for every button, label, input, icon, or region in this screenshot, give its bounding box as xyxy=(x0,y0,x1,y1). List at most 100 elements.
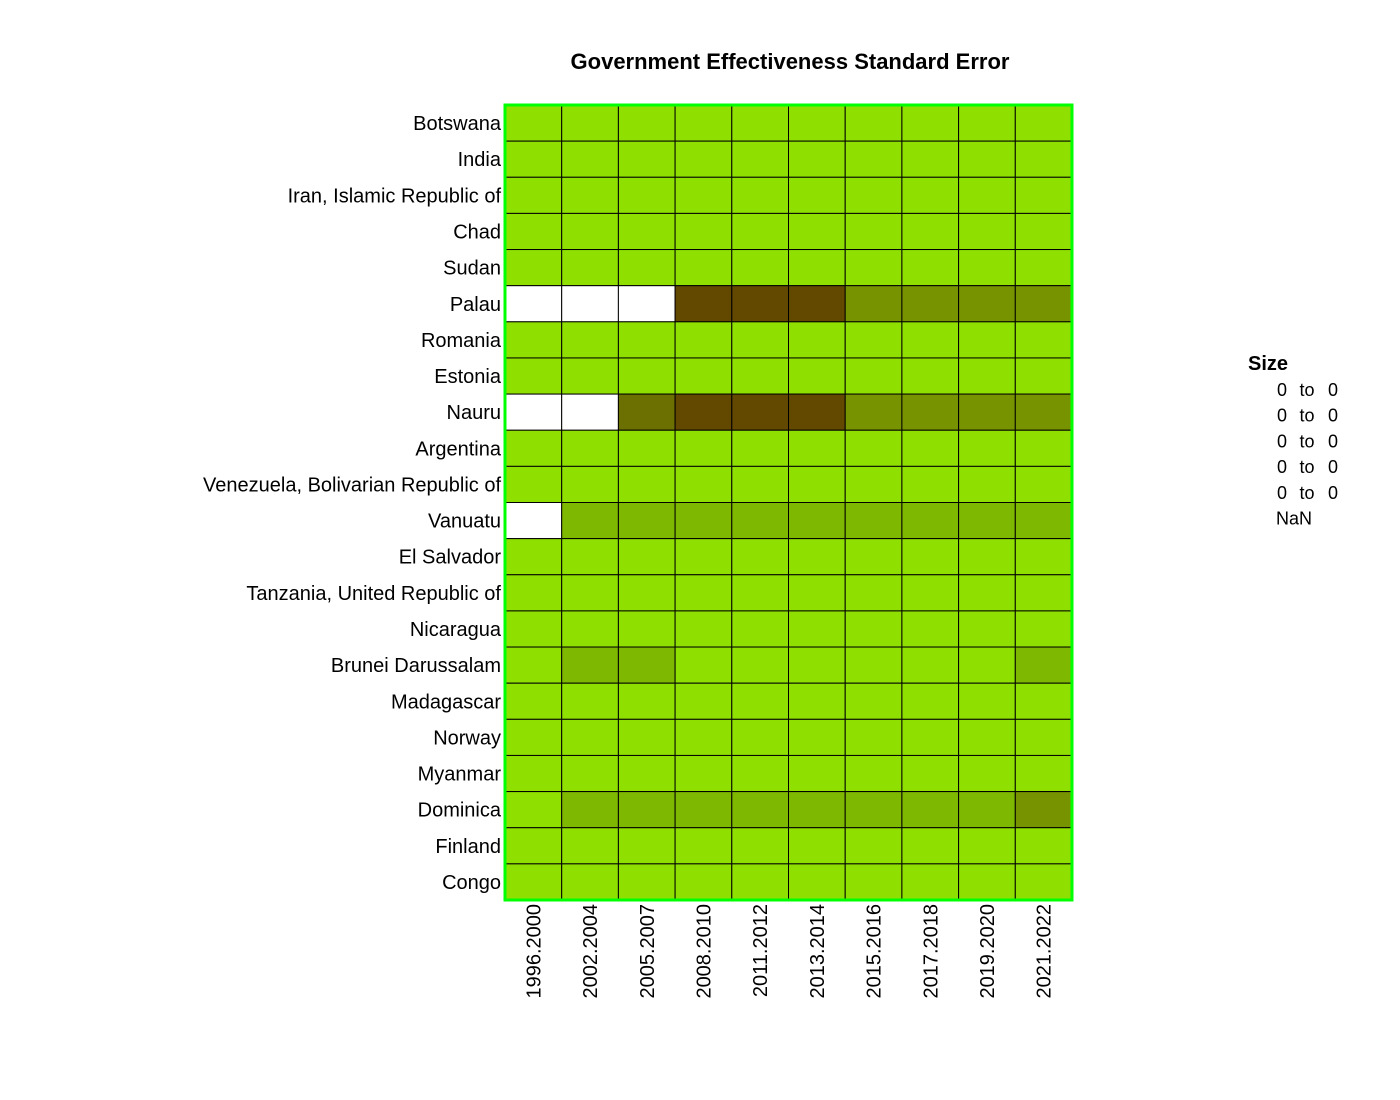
heatmap-cell xyxy=(1014,321,1073,359)
heatmap-cell xyxy=(788,863,846,901)
heatmap-cell xyxy=(674,393,733,431)
heatmap-cell xyxy=(901,465,960,504)
heatmap-cell xyxy=(504,646,563,684)
heatmap-cell xyxy=(731,863,789,901)
heatmap-cell xyxy=(504,321,563,359)
heatmap-cell xyxy=(1014,646,1073,684)
heatmap-cell xyxy=(958,212,1016,251)
heatmap-cell xyxy=(958,429,1016,467)
heatmap-cell xyxy=(504,249,563,287)
heatmap-cell xyxy=(731,754,789,793)
heatmap-cell xyxy=(958,863,1016,901)
heatmap-cell xyxy=(731,357,789,395)
heatmap-cell xyxy=(788,357,846,395)
heatmap-cell xyxy=(901,104,960,142)
heatmap-cell xyxy=(617,393,676,431)
heatmap-cell xyxy=(901,718,960,756)
heatmap-cell xyxy=(561,863,619,901)
heatmap-cell xyxy=(901,863,960,901)
legend-sep: to xyxy=(1299,431,1314,451)
row-label: El Salvador xyxy=(399,547,502,569)
heatmap-cell xyxy=(731,718,789,756)
heatmap-cell xyxy=(788,718,846,756)
heatmap-cell xyxy=(844,285,903,323)
legend-sep: to xyxy=(1299,457,1314,477)
heatmap-cell xyxy=(674,285,733,323)
heatmap-cell xyxy=(958,610,1016,648)
heatmap-cell xyxy=(731,465,789,504)
heatmap-cell xyxy=(788,176,846,214)
heatmap-cell xyxy=(1014,718,1073,756)
heatmap-cell xyxy=(844,140,903,178)
row-label: Venezuela, Bolivarian Republic of xyxy=(203,474,501,496)
heatmap-cell xyxy=(561,357,619,395)
heatmap-cell xyxy=(561,465,619,504)
row-label: Dominica xyxy=(418,800,502,822)
heatmap-cell xyxy=(958,285,1016,323)
heatmap-cell xyxy=(731,104,789,142)
heatmap-cell xyxy=(674,357,733,395)
heatmap-cell xyxy=(504,176,563,214)
heatmap-cell xyxy=(561,682,619,720)
legend-to: 0 xyxy=(1328,431,1338,451)
heatmap-cell xyxy=(788,212,846,251)
column-label: 2017.2018 xyxy=(920,904,942,999)
heatmap-cell xyxy=(788,465,846,504)
row-label: Argentina xyxy=(415,438,501,460)
row-label: Nauru xyxy=(447,402,501,424)
heatmap-cell xyxy=(901,321,960,359)
row-label: Vanuatu xyxy=(428,511,501,533)
heatmap-cell xyxy=(617,791,676,829)
heatmap-cell xyxy=(674,791,733,829)
heatmap-cell xyxy=(674,249,733,287)
row-label: India xyxy=(458,149,502,171)
heatmap-cell xyxy=(901,176,960,214)
heatmap-cell xyxy=(788,682,846,720)
heatmap-cell xyxy=(958,538,1016,576)
legend-from: 0 xyxy=(1277,380,1287,400)
heatmap-cell xyxy=(1014,754,1073,793)
heatmap-cell xyxy=(504,104,563,142)
column-label: 2002.2004 xyxy=(580,904,602,999)
heatmap-cell xyxy=(674,646,733,684)
heatmap-cell xyxy=(958,357,1016,395)
heatmap-cell xyxy=(844,538,903,576)
heatmap-cell xyxy=(958,646,1016,684)
row-label: Estonia xyxy=(434,366,502,388)
heatmap-cell xyxy=(788,249,846,287)
heatmap-cell xyxy=(504,285,563,323)
heatmap-cell xyxy=(788,393,846,431)
heatmap-cell xyxy=(504,682,563,720)
heatmap-cell xyxy=(617,682,676,720)
heatmap-cell xyxy=(504,212,563,251)
heatmap-cell xyxy=(958,682,1016,720)
heatmap-cell xyxy=(958,465,1016,504)
legend-from: 0 xyxy=(1277,406,1287,426)
heatmap-cell xyxy=(617,140,676,178)
heatmap-cell xyxy=(674,104,733,142)
row-label: Sudan xyxy=(443,258,501,280)
heatmap-cell xyxy=(788,754,846,793)
heatmap-cell xyxy=(674,718,733,756)
heatmap-cells xyxy=(504,104,1073,901)
legend-title: Size xyxy=(1248,353,1288,375)
legend-nan-label: NaN xyxy=(1276,509,1312,529)
heatmap-cell xyxy=(561,285,619,323)
column-labels: 1996.2000 2002.2004 2005.2007 2008.2010 2011… xyxy=(523,904,1055,999)
heatmap-cell xyxy=(731,502,789,540)
heatmap-cell xyxy=(788,285,846,323)
heatmap-cell xyxy=(1014,176,1073,214)
heatmap-cell xyxy=(561,754,619,793)
heatmap-cell xyxy=(617,357,676,395)
heatmap-cell xyxy=(844,393,903,431)
heatmap-cell xyxy=(1014,827,1073,865)
heatmap-cell xyxy=(844,610,903,648)
heatmap-cell xyxy=(844,682,903,720)
heatmap-cell xyxy=(674,429,733,467)
row-label: Botswana xyxy=(413,113,502,135)
heatmap-cell xyxy=(561,249,619,287)
heatmap-cell xyxy=(1014,285,1073,323)
heatmap-cell xyxy=(731,574,789,612)
legend: Size 0 to 0 0 to 0 0 to 0 0 to 0 0 to 0 NaN xyxy=(1248,353,1338,529)
